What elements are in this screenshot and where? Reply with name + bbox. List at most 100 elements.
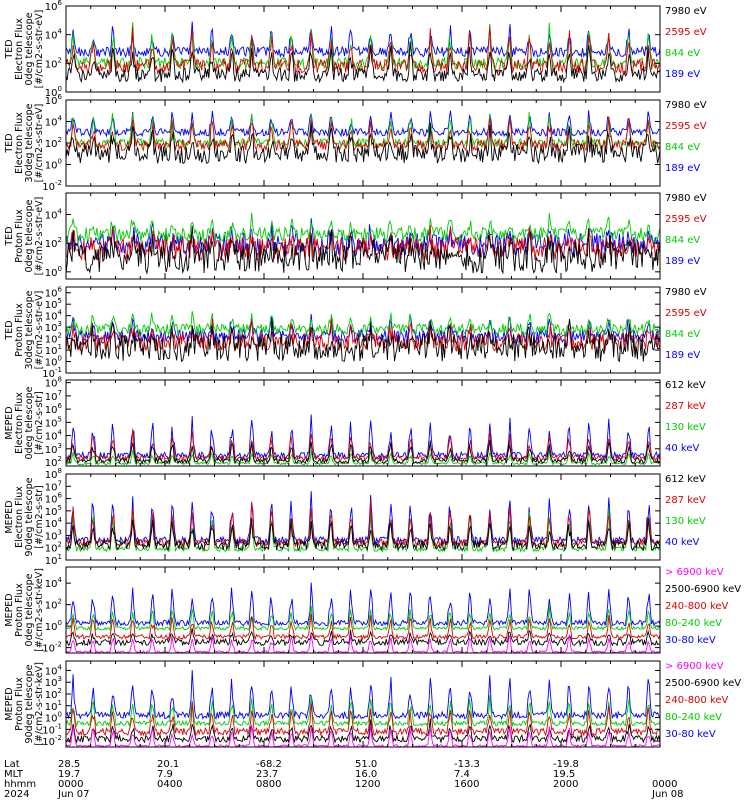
y-tick-label: 102 (45, 56, 62, 70)
series-line (65, 122, 661, 165)
y-tick-label: 104 (45, 309, 63, 323)
y-tick-label: 10-2 (42, 734, 62, 748)
y-tick-label: 100 (45, 711, 62, 725)
legend-entry: 7980 eV (665, 100, 707, 111)
x-axis-value: 7.4 (454, 769, 470, 780)
legend-entry: 240-800 keV (665, 695, 729, 706)
legend-entry: 7980 eV (665, 287, 707, 298)
y-tick-label: 104 (45, 663, 63, 677)
y-tick-label: 101 (45, 343, 62, 357)
series-line (65, 22, 661, 71)
legend-entry: 189 eV (665, 256, 700, 267)
legend-entry: 130 keV (665, 516, 706, 527)
x-axis-row-label: 2024 (4, 789, 29, 800)
legend-entry: > 6900 keV (665, 661, 724, 672)
x-axis-value: 1600 (454, 779, 479, 790)
legend-entry: 844 eV (665, 235, 700, 246)
x-axis-value: 7.9 (157, 769, 173, 780)
legend-entry: 2595 eV (665, 308, 707, 319)
y-tick-label: 106 (45, 0, 63, 13)
legend-entry: 844 eV (665, 142, 700, 153)
y-tick-label: 100 (45, 619, 62, 633)
x-axis-value: Jun 08 (651, 789, 684, 800)
legend-entry: 189 eV (665, 163, 700, 174)
y-tick-label: 102 (45, 455, 62, 469)
series-line (65, 491, 661, 546)
y-tick-label: 103 (45, 320, 62, 334)
series-line (65, 670, 661, 721)
x-axis-value: 0000 (652, 779, 677, 790)
y-tick-label: 106 (45, 402, 63, 416)
legend-entry: 40 keV (665, 537, 699, 548)
legend-entry: 80-240 keV (665, 712, 722, 723)
legend-entry: 189 eV (665, 69, 700, 80)
x-axis-value: 0400 (157, 779, 182, 790)
series-line (66, 508, 661, 554)
y-tick-label: 102 (45, 136, 62, 150)
y-axis-label: TEDElectron Flux0deg telescope[#/cm2-s-s… (4, 10, 45, 89)
legend-entry: 287 keV (665, 401, 706, 412)
y-tick-label: 101 (45, 699, 62, 713)
legend-entry: 189 eV (665, 350, 700, 361)
legend-entry: 612 keV (665, 380, 706, 391)
legend-entry: 2595 eV (665, 27, 707, 38)
series-line (65, 604, 661, 632)
legend-entry: 40 keV (665, 443, 699, 454)
y-tick-label: 100 (45, 265, 62, 279)
legend-entry: 2500-6900 keV (665, 584, 741, 595)
y-tick-label: 108 (45, 376, 62, 390)
series-line (65, 224, 661, 262)
y-tick-label: 108 (45, 467, 62, 481)
x-axis-value: 19.5 (553, 769, 575, 780)
x-axis-value: 0800 (256, 779, 281, 790)
series-line (65, 582, 661, 628)
y-axis-label: MEPEDProton Flux0deg telescope[#/cm2-s-s… (4, 568, 45, 652)
legend-entry: 30-80 keV (665, 729, 716, 740)
x-axis-value: 1200 (355, 779, 380, 790)
legend-entry: 80-240 keV (665, 618, 722, 629)
legend-entry: 2500-6900 keV (665, 678, 741, 689)
series-line (65, 21, 661, 59)
x-axis-value: 20.1 (157, 759, 179, 770)
y-axis-label: MEPEDProton Flux90deg telescope[#/cm2-s-… (4, 662, 45, 746)
y-tick-label: 100 (45, 158, 62, 172)
y-tick-label: 104 (45, 516, 63, 530)
y-tick-label: 103 (45, 442, 62, 456)
legend-entry: 130 keV (665, 422, 706, 433)
legend-entry: 844 eV (665, 329, 700, 340)
legend-entry: 2595 eV (665, 214, 707, 225)
y-tick-label: 104 (45, 429, 63, 443)
y-tick-label: 103 (45, 528, 62, 542)
y-tick-label: 10-2 (42, 641, 62, 655)
y-tick-label: 102 (45, 598, 62, 612)
panel-frame (65, 192, 661, 280)
x-axis-row-label: Lat (4, 759, 20, 770)
y-tick-label: 10-1 (42, 722, 62, 736)
y-tick-label: 101 (45, 553, 62, 567)
x-axis-value: 51.0 (355, 759, 377, 770)
y-tick-label: 102 (45, 236, 62, 250)
x-axis-value: -13.3 (454, 759, 480, 770)
series-line (65, 628, 661, 648)
x-axis-value: 2000 (553, 779, 578, 790)
y-tick-label: 107 (45, 389, 62, 403)
y-tick-label: 100 (45, 355, 62, 369)
x-axis-row-label: MLT (4, 769, 24, 780)
legend-entry: 844 eV (665, 48, 700, 59)
y-tick-label: 102 (45, 541, 62, 555)
x-axis-value: 19.7 (58, 769, 80, 780)
y-axis-label: MEPEDElectron Flux0deg telescope[#/cm2-s… (4, 386, 45, 459)
series-line (65, 319, 661, 363)
y-axis-label: TEDElectron Flux30deg telescope[#/cm2-s-… (4, 103, 45, 182)
series-line (65, 428, 661, 463)
y-tick-label: 104 (45, 208, 63, 222)
series-line (65, 41, 661, 84)
series-line (65, 701, 661, 737)
y-axis-label: MEPEDElectron Flux90deg telescope[#/cm2-… (4, 477, 45, 556)
